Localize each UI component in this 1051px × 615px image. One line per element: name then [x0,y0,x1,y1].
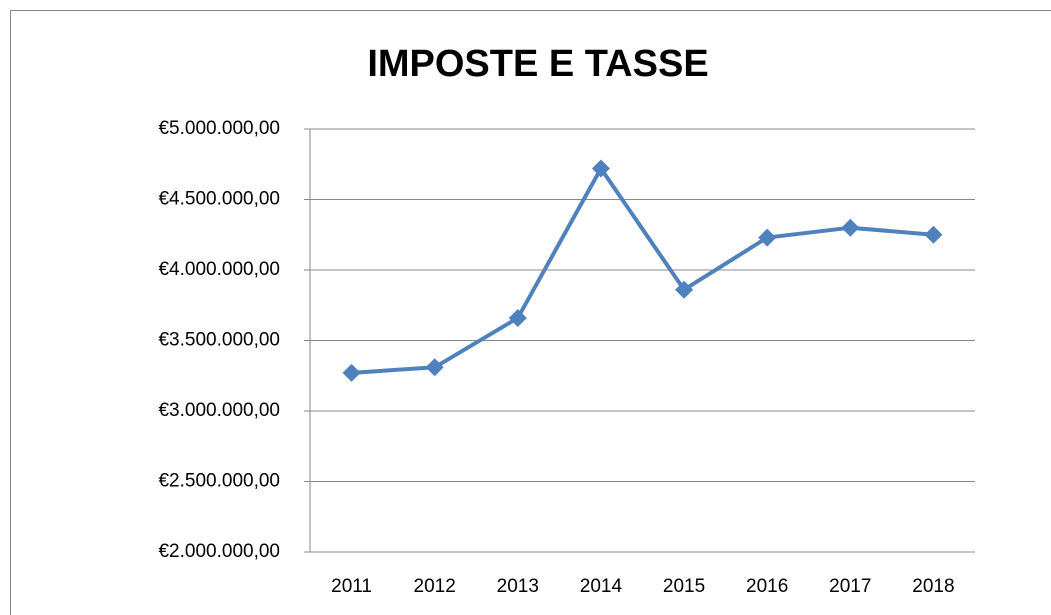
x-tick-label: 2014 [580,576,623,597]
chart-title: IMPOSTE E TASSE [367,43,708,85]
y-tick-label: €3.500.000,00 [158,330,280,351]
marker [425,358,444,377]
y-tick-label: €4.000.000,00 [158,259,280,280]
y-tick-label: €2.000.000,00 [158,541,280,562]
y-tick-label: €4.500.000,00 [158,189,280,210]
x-tick-label: 2012 [414,576,456,597]
x-tick-label: 2013 [497,576,539,597]
line-series [351,166,934,375]
marker [675,280,694,299]
y-tick-label: €5.000.000,00 [158,118,280,139]
y-tick-label: €2.500.000,00 [158,471,280,492]
marker [841,218,860,237]
x-tick-label: 2016 [746,576,788,597]
chart-border [10,10,1051,615]
x-tick-label: 2017 [829,576,871,597]
y-tick-label: €3.000.000,00 [158,400,280,421]
marker [924,225,943,244]
marker [508,308,527,327]
marker [591,159,610,178]
marker [342,363,361,382]
x-tick-label: 2015 [663,576,705,597]
x-tick-label: 2011 [331,576,372,597]
x-tick-label: 2018 [912,576,954,597]
marker [758,228,777,247]
